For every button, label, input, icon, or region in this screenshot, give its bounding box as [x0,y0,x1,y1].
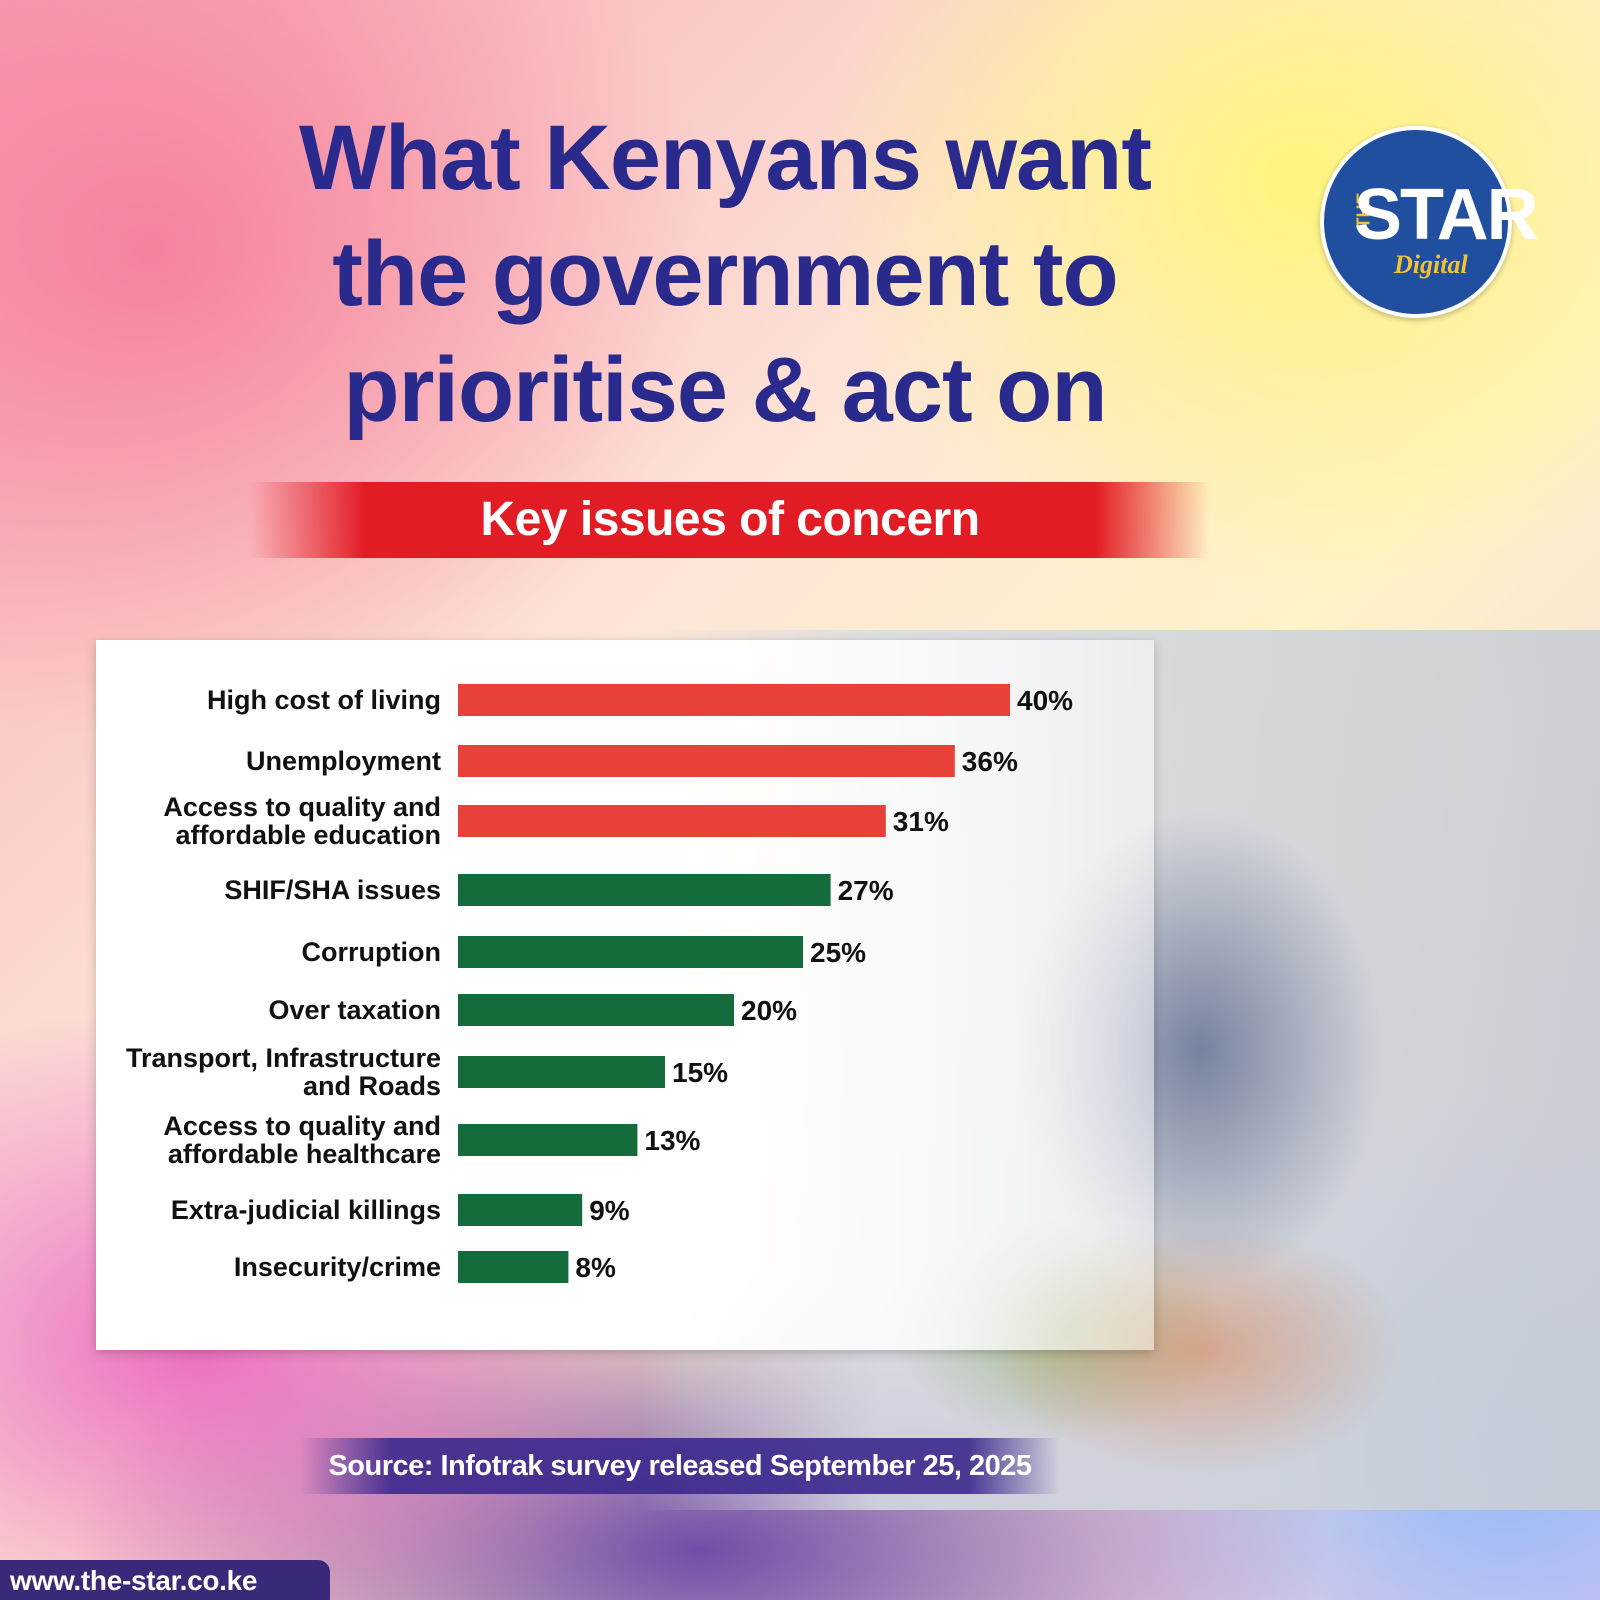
website-tag: www.the-star.co.ke [0,1560,330,1600]
category-label-line: Transport, Infrastructure [126,1043,441,1073]
bar-8 [458,1124,638,1156]
category-label-3: Access to quality and affordable educatio… [163,792,441,850]
category-label-line: affordable healthcare [168,1139,441,1169]
bar-9 [458,1194,583,1226]
banner-title: Key issues of concern [480,493,980,546]
category-label-line: Access to quality and [163,1111,441,1141]
category-label-2: Unemployment [246,746,441,776]
value-label-4: 27% [838,875,894,906]
logo-main-text: STAR [1354,175,1539,255]
website-url[interactable]: www.the-star.co.ke [10,1565,258,1596]
category-label-9: Extra-judicial killings [171,1195,441,1225]
value-label-5: 25% [810,937,866,968]
value-label-1: 40% [1017,685,1073,716]
bar-4 [458,874,831,906]
value-label-7: 15% [672,1057,728,1088]
bar-3 [458,805,886,837]
bar-1 [458,684,1010,716]
bar-6 [458,994,734,1026]
value-label-10: 8% [575,1252,616,1283]
headline-line-3: prioritise & act on [343,339,1107,441]
source-banner: Source: Infotrak survey released Septemb… [300,1438,1060,1494]
category-label-line: SHIF/SHA issues [224,875,441,905]
bar-5 [458,936,803,968]
category-label-line: High cost of living [207,685,441,715]
the-star-logo: THE STAR Digital [1320,126,1539,318]
category-label-line: Unemployment [246,746,441,776]
category-label-line: Corruption [302,937,441,967]
category-label-line: Extra-judicial killings [171,1195,441,1225]
headline: What Kenyans want the government to prio… [180,100,1270,448]
bar-10 [458,1251,569,1283]
bar-chart: 40% High cost of living 36% Unemployment 31%… [126,684,1073,1283]
logo-sub-text: Digital [1394,250,1468,279]
category-label-5: Corruption [302,937,441,967]
category-label-8: Access to quality and affordable healthca… [163,1111,441,1169]
category-label-line: Over taxation [268,995,441,1025]
category-label-line: and Roads [303,1071,441,1101]
category-label-6: Over taxation [268,995,441,1025]
section-banner: Key issues of concern [250,482,1210,558]
category-label-line: Insecurity/crime [234,1252,441,1282]
value-label-9: 9% [589,1195,630,1226]
source-text: Source: Infotrak survey released Septemb… [328,1450,1032,1482]
bar-2 [458,745,955,777]
category-label-line: Access to quality and [163,792,441,822]
category-label-7: Transport, Infrastructure and Roads [126,1043,441,1101]
category-label-4: SHIF/SHA issues [224,875,441,905]
category-label-line: affordable education [175,820,441,850]
headline-line-2: the government to [332,223,1118,325]
value-label-8: 13% [644,1125,700,1156]
value-label-3: 31% [893,806,949,837]
bar-7 [458,1056,665,1088]
value-label-6: 20% [741,995,797,1026]
headline-line-1: What Kenyans want [298,107,1152,209]
category-label-1: High cost of living [207,685,441,715]
value-label-2: 36% [962,746,1018,777]
category-label-10: Insecurity/crime [234,1252,441,1282]
